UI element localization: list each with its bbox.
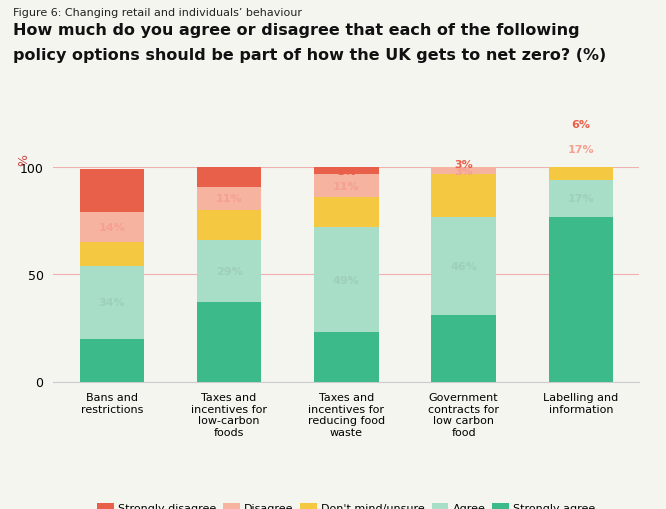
Bar xyxy=(80,213,144,243)
Bar xyxy=(80,266,144,339)
Bar xyxy=(80,339,144,382)
Text: 31%: 31% xyxy=(450,344,477,354)
Text: 3%: 3% xyxy=(454,160,473,170)
Text: How much do you agree or disagree that each of the following: How much do you agree or disagree that e… xyxy=(13,23,580,38)
Text: 3%: 3% xyxy=(337,166,356,176)
Bar xyxy=(432,161,496,168)
Bar xyxy=(549,132,613,168)
Text: 23%: 23% xyxy=(333,352,360,362)
Text: 29%: 29% xyxy=(216,267,242,277)
Text: 20%: 20% xyxy=(99,186,125,196)
Text: 17%: 17% xyxy=(567,194,594,204)
Text: 17%: 17% xyxy=(567,145,594,155)
Bar xyxy=(549,119,613,132)
Bar xyxy=(314,175,378,198)
Text: 77%: 77% xyxy=(567,294,594,304)
Text: 14%: 14% xyxy=(333,208,360,218)
Text: 14%: 14% xyxy=(99,223,125,233)
Bar xyxy=(314,168,378,175)
Text: 11%: 11% xyxy=(216,194,242,204)
Bar xyxy=(549,181,613,217)
Y-axis label: %: % xyxy=(17,153,30,165)
Bar xyxy=(80,243,144,266)
Text: 37%: 37% xyxy=(216,337,242,347)
Bar xyxy=(432,175,496,217)
Text: 20%: 20% xyxy=(99,355,125,365)
Bar xyxy=(197,168,261,187)
Text: 11%: 11% xyxy=(333,181,360,191)
Bar xyxy=(314,198,378,228)
Text: 6%: 6% xyxy=(571,169,590,179)
Text: 6%: 6% xyxy=(571,120,590,130)
Bar xyxy=(432,316,496,382)
Bar xyxy=(549,217,613,382)
Text: 20%: 20% xyxy=(450,191,477,201)
Text: 34%: 34% xyxy=(99,298,125,307)
Bar xyxy=(432,168,496,175)
Bar xyxy=(80,170,144,213)
Text: 11%: 11% xyxy=(99,249,125,260)
Text: 9%: 9% xyxy=(220,173,238,183)
Text: policy options should be part of how the UK gets to net zero? (%): policy options should be part of how the… xyxy=(13,48,607,63)
Text: 3%: 3% xyxy=(454,166,473,176)
Text: 49%: 49% xyxy=(333,275,360,285)
Bar xyxy=(197,187,261,211)
Text: 46%: 46% xyxy=(450,261,477,271)
Bar xyxy=(314,228,378,332)
Bar xyxy=(197,211,261,241)
Text: 14%: 14% xyxy=(216,221,242,231)
Bar xyxy=(197,241,261,303)
Bar xyxy=(432,217,496,316)
Bar xyxy=(197,303,261,382)
Legend: Strongly disagree, Disagree, Don't mind/unsure, Agree, Strongly agree: Strongly disagree, Disagree, Don't mind/… xyxy=(93,498,600,509)
Bar xyxy=(314,332,378,382)
Bar xyxy=(549,168,613,181)
Text: Figure 6: Changing retail and individuals’ behaviour: Figure 6: Changing retail and individual… xyxy=(13,8,302,18)
